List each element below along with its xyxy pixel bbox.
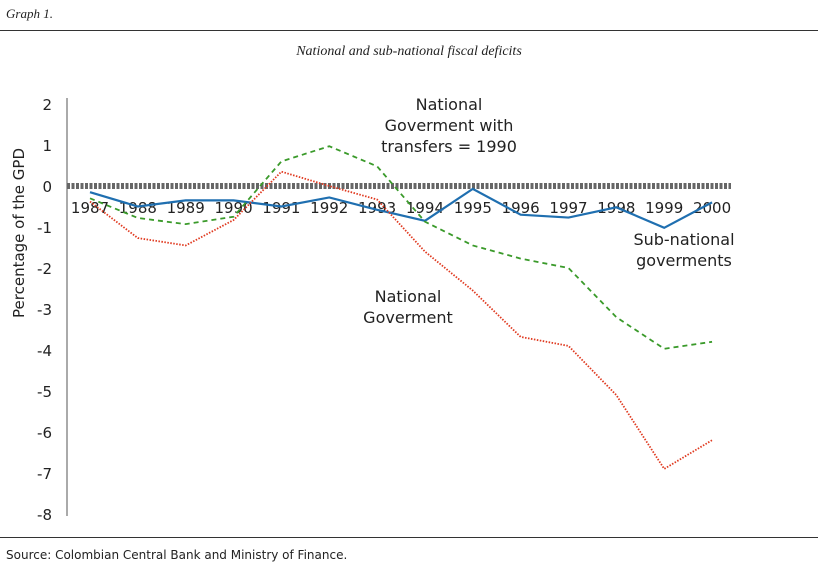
y-tick-label: -8 [37, 506, 52, 524]
series-line-2 [89, 145, 713, 350]
source-note: Source: Colombian Central Bank and Minis… [6, 548, 348, 562]
x-tick-label: 1997 [549, 199, 587, 217]
series-label: Goverment with [385, 116, 514, 135]
series-line-3 [89, 170, 713, 471]
x-tick-label: 1993 [358, 199, 396, 217]
y-tick-label: -1 [37, 219, 52, 237]
series-label: National [375, 287, 442, 306]
x-tick-label: 1990 [214, 199, 252, 217]
x-tick-label: 1989 [167, 199, 205, 217]
top-divider [0, 30, 818, 31]
y-axis-label: Percentage of the GPD [10, 148, 28, 318]
y-tick-label: 1 [42, 137, 52, 155]
series-label: Sub-national [633, 230, 734, 249]
x-tick-label: 1999 [645, 199, 683, 217]
x-tick-label: 2000 [693, 199, 731, 217]
series-line-1 [89, 187, 713, 230]
y-tick-label: -2 [37, 260, 52, 278]
graph-label: Graph 1. [6, 6, 53, 21]
series-label: goverments [636, 251, 732, 270]
y-tick-label: -7 [37, 465, 52, 483]
x-tick-label: 1994 [406, 199, 444, 217]
chart-title: National and sub-national fiscal deficit… [296, 44, 522, 59]
x-tick-label: 1987 [71, 199, 109, 217]
y-tick-label: -5 [37, 383, 52, 401]
y-tick-label: -4 [37, 342, 52, 360]
series-label: Goverment [363, 308, 453, 327]
x-tick-label: 1991 [262, 199, 300, 217]
y-tick-label: -6 [37, 424, 52, 442]
y-tick-label: -3 [37, 301, 52, 319]
x-tick-label: 1996 [502, 199, 540, 217]
x-tick-label: 1995 [454, 199, 492, 217]
x-tick-label: 1992 [310, 199, 348, 217]
y-tick-label: 0 [42, 178, 52, 196]
y-tick-label: 2 [42, 96, 52, 114]
series-label: transfers = 1990 [381, 137, 517, 156]
series-label: National [416, 95, 483, 114]
bottom-divider [0, 537, 818, 538]
